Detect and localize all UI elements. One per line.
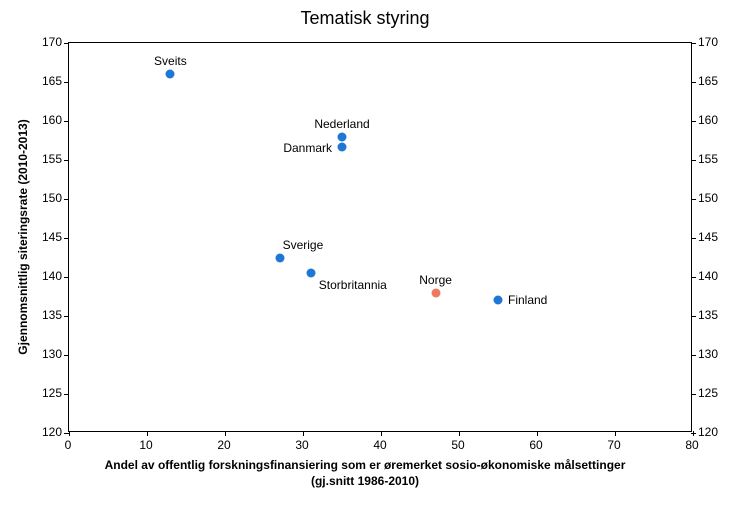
y-tick-label-right: 155 xyxy=(698,152,718,166)
x-tick-label: 80 xyxy=(685,438,698,452)
data-point-label: Sverige xyxy=(283,238,324,252)
y-tick-label-right: 160 xyxy=(698,113,718,127)
chart-container: Tematisk styring Gjennomsnittlig siterin… xyxy=(0,0,730,514)
y-tick-mark xyxy=(691,433,696,434)
y-tick-label-right: 125 xyxy=(698,386,718,400)
x-axis-label: Andel av offentlig forskningsfinansierin… xyxy=(0,458,730,489)
y-tick-label-right: 120 xyxy=(698,425,718,439)
y-tick-label-right: 170 xyxy=(698,35,718,49)
y-tick-label-right: 135 xyxy=(698,308,718,322)
data-point xyxy=(275,253,284,262)
data-point xyxy=(431,288,440,297)
x-tick-label: 20 xyxy=(217,438,230,452)
x-tick-mark xyxy=(615,431,616,436)
x-tick-mark xyxy=(381,431,382,436)
data-point xyxy=(338,142,347,151)
y-tick-label-right: 150 xyxy=(698,191,718,205)
data-point xyxy=(306,269,315,278)
data-point-label: Finland xyxy=(508,293,547,307)
y-tick-label-left: 130 xyxy=(42,347,62,361)
x-tick-mark xyxy=(459,431,460,436)
y-tick-label-left: 135 xyxy=(42,308,62,322)
y-tick-label-left: 140 xyxy=(42,269,62,283)
data-point-label: Danmark xyxy=(283,141,332,155)
y-tick-label-left: 170 xyxy=(42,35,62,49)
data-point xyxy=(166,70,175,79)
y-tick-label-left: 160 xyxy=(42,113,62,127)
y-tick-label-left: 145 xyxy=(42,230,62,244)
data-point-label: Storbritannia xyxy=(319,278,387,292)
y-tick-label-right: 140 xyxy=(698,269,718,283)
y-tick-label-left: 120 xyxy=(42,425,62,439)
data-point-label: Norge xyxy=(419,273,452,287)
data-point xyxy=(494,296,503,305)
x-tick-label: 70 xyxy=(607,438,620,452)
y-tick-label-right: 165 xyxy=(698,74,718,88)
x-tick-label: 60 xyxy=(529,438,542,452)
x-tick-mark xyxy=(537,431,538,436)
x-tick-label: 10 xyxy=(139,438,152,452)
data-point-label: Sveits xyxy=(154,54,187,68)
y-tick-label-left: 150 xyxy=(42,191,62,205)
chart-title: Tematisk styring xyxy=(0,8,730,29)
data-point xyxy=(338,132,347,141)
x-tick-mark xyxy=(69,431,70,436)
y-tick-label-right: 145 xyxy=(698,230,718,244)
x-tick-label: 0 xyxy=(65,438,72,452)
x-tick-label: 50 xyxy=(451,438,464,452)
x-tick-label: 40 xyxy=(373,438,386,452)
x-tick-mark xyxy=(225,431,226,436)
y-tick-mark xyxy=(64,433,69,434)
x-tick-mark xyxy=(147,431,148,436)
y-tick-label-right: 130 xyxy=(698,347,718,361)
y-tick-label-left: 125 xyxy=(42,386,62,400)
plot-area: Sveits Nederland Danmark Sverige Storbritann… xyxy=(68,42,692,432)
x-tick-mark xyxy=(303,431,304,436)
data-point-label: Nederland xyxy=(314,117,369,131)
y-tick-label-left: 165 xyxy=(42,74,62,88)
y-tick-label-left: 155 xyxy=(42,152,62,166)
y-tick-labels-left: 120125130135140145150155160165170 xyxy=(0,42,68,432)
y-tick-labels-right: 120125130135140145150155160165170 xyxy=(692,42,730,432)
x-tick-label: 30 xyxy=(295,438,308,452)
